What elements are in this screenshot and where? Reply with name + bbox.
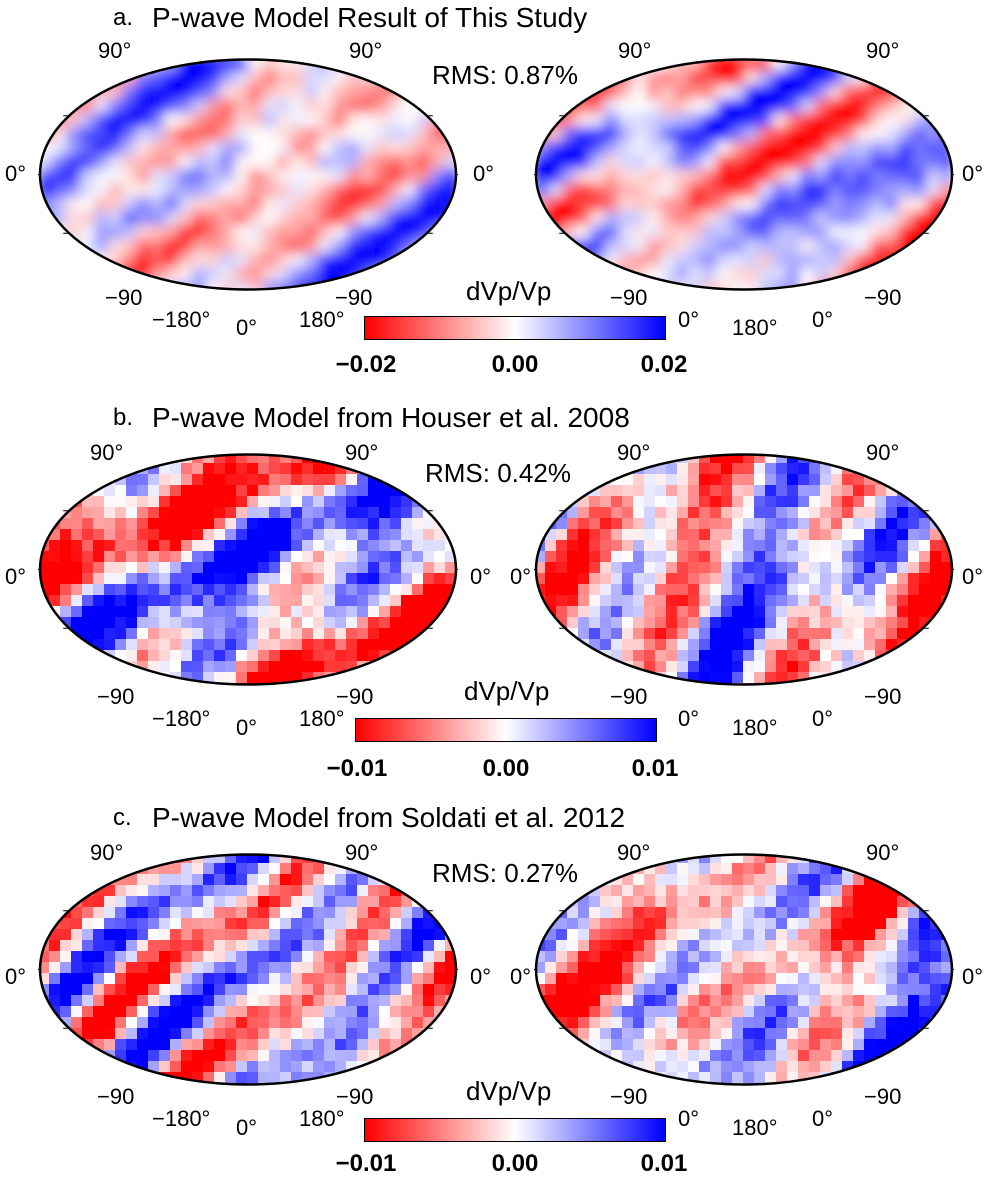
panel-title: P-wave Model from Soldati et al. 2012	[152, 802, 626, 833]
lon-180-label: 180°	[732, 315, 778, 340]
left-map[interactable]	[38, 452, 458, 687]
panel-b: b. P-wave Model from Houser et al. 2008 …	[0, 400, 995, 795]
lon-0-label: 0°	[236, 1115, 258, 1140]
lat-0-label: 0°	[510, 964, 532, 989]
lat-90-label: 90°	[90, 440, 124, 465]
lon-0-label-right: 0°	[812, 307, 834, 332]
colorbar	[364, 316, 666, 340]
panel-label: b.	[113, 404, 134, 431]
colorbar-min-label: −0.01	[326, 755, 388, 782]
lon-0-label-left: 0°	[678, 1106, 700, 1131]
lat-90-label-right: 90°	[866, 440, 900, 465]
lon-0-label: 0°	[236, 315, 258, 340]
lat-minus90-label-right: −90	[335, 285, 373, 310]
lat-90-label: 90°	[617, 840, 651, 865]
lat-0-label-right: 0°	[962, 564, 984, 589]
lat-0-label-right: 0°	[962, 161, 984, 186]
lon-0-label: 0°	[236, 715, 258, 740]
lat-90-label-right: 90°	[866, 840, 900, 865]
rms-value: RMS: 0.27%	[432, 858, 578, 888]
panel-title: P-wave Model Result of This Study	[152, 2, 588, 33]
colorbar	[364, 1118, 666, 1142]
colorbar-title: dVp/Vp	[466, 276, 552, 306]
lat-0-label: 0°	[473, 161, 495, 186]
lon-180-label: 180°	[299, 706, 345, 731]
lat-minus90-label: −90	[610, 285, 648, 310]
lon-minus180-label: −180°	[152, 307, 211, 332]
colorbar-max-label: 0.01	[640, 1150, 688, 1177]
lon-0-label-left: 0°	[678, 706, 700, 731]
panel-label: c.	[113, 804, 132, 831]
lat-minus90-label-right: −90	[864, 285, 902, 310]
right-map[interactable]	[534, 452, 954, 687]
lat-0-label: 0°	[5, 964, 27, 989]
lat-minus90-label-right: −90	[336, 684, 374, 709]
lat-90-label-right: 90°	[349, 38, 383, 63]
lat-minus90-label: −90	[97, 1084, 135, 1109]
colorbar-max-label: 0.01	[631, 755, 679, 782]
colorbar-min-label: −0.02	[335, 351, 397, 378]
lat-0-label-right: 0°	[470, 964, 492, 989]
panel-c: c. P-wave Model from Soldati et al. 2012…	[0, 800, 995, 1195]
colorbar-title: dVp/Vp	[464, 676, 550, 706]
panel-label: a.	[113, 4, 134, 31]
lat-minus90-label: −90	[610, 1084, 648, 1109]
lon-0-label-right: 0°	[812, 1106, 834, 1131]
lat-90-label: 90°	[90, 840, 124, 865]
lat-minus90-label: −90	[105, 285, 143, 310]
colorbar-mid-label: 0.00	[491, 351, 539, 378]
colorbar-mid-label: 0.00	[491, 1150, 539, 1177]
left-map[interactable]	[38, 852, 458, 1087]
lat-0-label: 0°	[5, 161, 27, 186]
colorbar-max-label: 0.02	[640, 351, 688, 378]
rms-value: RMS: 0.42%	[425, 458, 571, 488]
panel-a: a. P-wave Model Result of This Study RMS…	[0, 0, 995, 395]
lon-180-label: 180°	[299, 1106, 345, 1131]
lat-0-label-right: 0°	[962, 964, 984, 989]
lat-90-label-right: 90°	[345, 440, 379, 465]
lon-180-label: 180°	[732, 715, 778, 740]
right-map[interactable]	[534, 57, 954, 292]
lat-90-label-right: 90°	[866, 38, 900, 63]
lat-minus90-label: −90	[610, 684, 648, 709]
lat-minus90-label-right: −90	[864, 684, 902, 709]
lon-minus180-label: −180°	[152, 706, 211, 731]
lat-0-label-right: 0°	[470, 564, 492, 589]
lon-180-label: 180°	[732, 1115, 778, 1140]
lat-minus90-label: −90	[97, 684, 135, 709]
lon-minus180-label: −180°	[152, 1106, 211, 1131]
lat-0-label: 0°	[5, 564, 27, 589]
lat-90-label: 90°	[98, 38, 132, 63]
lat-90-label-right: 90°	[345, 840, 379, 865]
colorbar-title: dVp/Vp	[466, 1076, 552, 1106]
colorbar	[355, 718, 657, 742]
lat-90-label: 90°	[618, 38, 652, 63]
panel-title: P-wave Model from Houser et al. 2008	[152, 402, 630, 433]
lon-180-label: 180°	[299, 307, 345, 332]
right-map[interactable]	[534, 852, 954, 1087]
left-map[interactable]	[38, 57, 458, 292]
lat-0-label: 0°	[510, 564, 532, 589]
lon-0-label-left: 0°	[678, 307, 700, 332]
lat-minus90-label-right: −90	[864, 1084, 902, 1109]
rms-value: RMS: 0.87%	[432, 60, 578, 90]
colorbar-mid-label: 0.00	[482, 755, 530, 782]
lat-90-label: 90°	[617, 440, 651, 465]
lat-minus90-label-right: −90	[336, 1084, 374, 1109]
lon-0-label-right: 0°	[812, 706, 834, 731]
colorbar-min-label: −0.01	[335, 1150, 397, 1177]
